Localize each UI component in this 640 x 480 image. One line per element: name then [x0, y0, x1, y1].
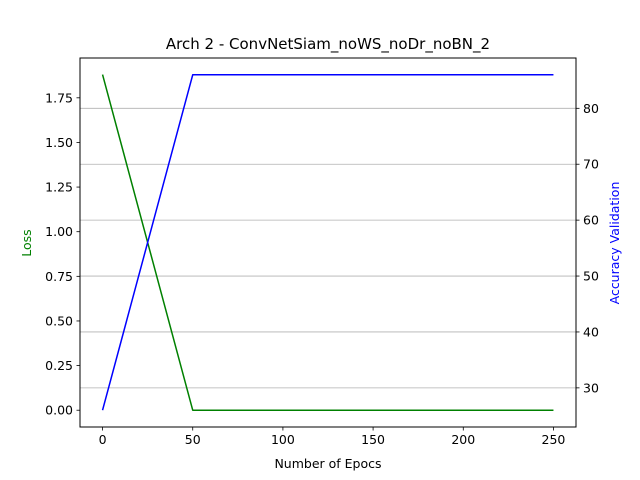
y-left-tick-label: 1.75: [45, 90, 73, 105]
plot-frame: [79, 57, 577, 428]
y-right-tick-label: 30: [583, 380, 599, 395]
x-axis: 0 50 100 150 200 250: [99, 427, 566, 447]
y-right-tick-label: 80: [583, 101, 599, 116]
y-left-tick-label: 1.25: [45, 180, 73, 195]
y-left-tick-label: 0.00: [45, 403, 73, 418]
x-tick-label: 250: [542, 432, 566, 447]
loss-series-line: [101, 74, 554, 411]
x-tick-label: 100: [271, 432, 295, 447]
x-tick-label: 0: [99, 432, 107, 447]
x-tick-label: 200: [451, 432, 475, 447]
y-axis-right: 30 40 50 60 70 80: [576, 101, 599, 395]
y-left-tick-label: 0.25: [45, 358, 73, 373]
chart-title: Arch 2 - ConvNetSiam_noWS_noDr_noBN_2: [166, 35, 490, 54]
x-tick-label: 150: [361, 432, 385, 447]
y-left-tick-label: 1.50: [45, 135, 73, 150]
x-tick-label: 50: [185, 432, 201, 447]
x-axis-title: Number of Epocs: [274, 456, 381, 471]
y-axis-left: 0.00 0.25 0.50 0.75 1.00 1.25 1.50 1.75: [45, 90, 80, 418]
y-right-tick-label: 60: [583, 213, 599, 228]
y-left-tick-label: 0.75: [45, 269, 73, 284]
series-layer: [101, 74, 554, 411]
y-axis-right-title: Accuracy Validation: [607, 182, 622, 305]
y-left-tick-label: 0.50: [45, 313, 73, 328]
y-right-tick-label: 70: [583, 157, 599, 172]
grid-layer: [80, 107, 576, 389]
y-left-tick-label: 1.00: [45, 224, 73, 239]
accuracy-series-line: [101, 74, 554, 411]
y-axis-left-title: Loss: [19, 229, 34, 256]
y-right-tick-label: 40: [583, 324, 599, 339]
y-right-tick-label: 50: [583, 269, 599, 284]
